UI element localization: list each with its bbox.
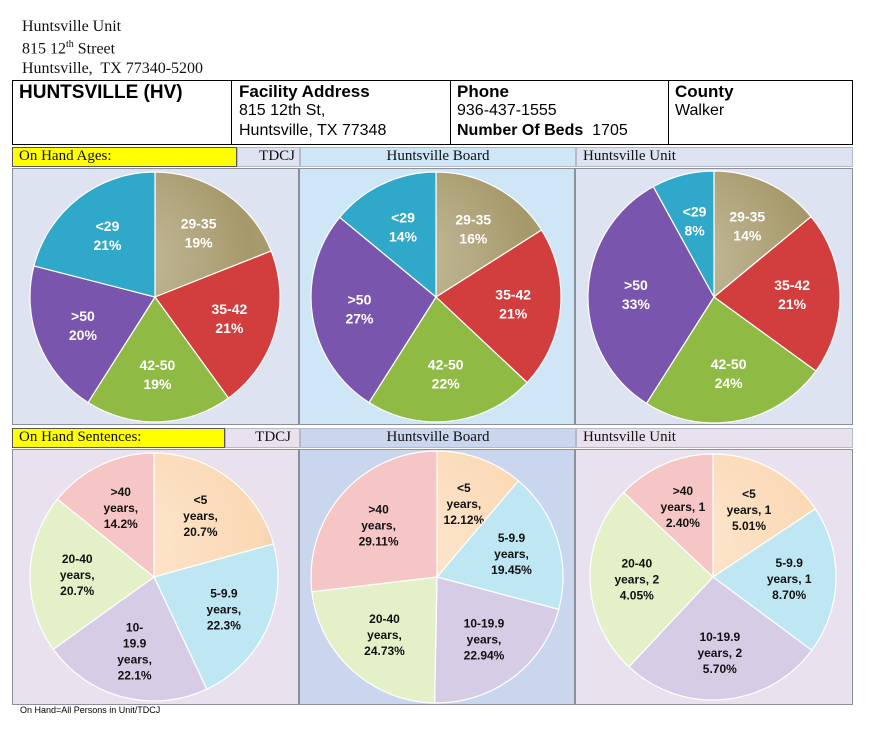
pie-label-20-40: 20-40 years, 2 4.05% xyxy=(614,557,659,603)
pie-label-5-9-9: 5-9.9 years, 1 8.70% xyxy=(767,556,812,602)
pie-label-50: >50 33% xyxy=(622,277,651,312)
sentences-col-unit: Huntsville Unit xyxy=(576,428,853,448)
unit-title: HUNTSVILLE (HV) xyxy=(19,82,183,103)
pie-label-5-9-9: 5-9.9 years, 19.45% xyxy=(491,531,532,577)
pie-slice-35-42 xyxy=(154,250,281,399)
pie-slice-10-19-9 xyxy=(52,576,208,702)
pie-slice-42-50 xyxy=(368,296,528,423)
pie-label-29: <29 8% xyxy=(683,204,707,239)
pie-label-50: >50 27% xyxy=(345,292,374,327)
pie-label-29: <29 21% xyxy=(93,218,122,253)
sentences-pie-tdcj: <5 years, 20.7% 5-9.9 years, 22.3% 10-19.9 year… xyxy=(29,452,279,702)
unit-city-line: Huntsville, TX 77340-5200 xyxy=(22,60,204,77)
ages-col-unit: Huntsville Unit xyxy=(576,147,853,167)
pie-slice-29 xyxy=(652,170,715,298)
ages-panel-unit: 29-35 14% 35-42 21% 42-50 24% >50 33% <29 8% xyxy=(575,168,853,425)
sentences-col-tdcj: TDCJ xyxy=(225,428,300,448)
pie-label-35-42: 35-42 21% xyxy=(211,301,247,336)
pie-slice-42-50 xyxy=(645,296,817,424)
county-label: County xyxy=(675,82,734,101)
beds-label: Number Of Beds xyxy=(457,122,584,139)
pie-slice-40 xyxy=(622,453,714,579)
pie-label-5-9-9: 5-9.9 years, 22.3% xyxy=(207,586,242,632)
pie-slice-29 xyxy=(338,171,437,299)
facility-info-box: HUNTSVILLE (HV) Facility Address 815 12t… xyxy=(12,80,853,145)
phone-value: 936-437-1555 xyxy=(457,102,557,119)
sentences-title: On Hand Sentences: xyxy=(12,428,225,448)
footer-note: On Hand=All Persons in Unit/TDCJ xyxy=(20,705,161,715)
pie-label-5: <5 years, 12.12% xyxy=(444,481,485,527)
pie-slice-20-40 xyxy=(311,576,438,704)
facility-address-line1: 815 12th St, xyxy=(239,102,326,119)
sentences-panel-tdcj: <5 years, 20.7% 5-9.9 years, 22.3% 10-19.9 year… xyxy=(12,449,299,705)
pie-slice-20-40 xyxy=(29,498,155,651)
pie-label-42-50: 42-50 22% xyxy=(428,356,464,391)
ages-col-board: Huntsville Board xyxy=(300,147,576,167)
pie-slice-29 xyxy=(33,171,156,298)
sentences-col-board: Huntsville Board xyxy=(300,428,576,448)
phone-label: Phone xyxy=(457,82,509,101)
sentences-pie-board: <5 years, 12.12%5-9.9 years, 19.45% 10-19.9 ye… xyxy=(310,450,564,704)
pie-slice-50 xyxy=(29,265,156,404)
pie-slice-20-40 xyxy=(589,491,714,668)
beds-row: Number Of Beds 1705 xyxy=(457,122,628,140)
pie-label-40: >40 years, 14.2% xyxy=(103,485,138,531)
pie-slice-50 xyxy=(310,216,437,404)
unit-street: 815 12th Street xyxy=(22,39,116,58)
ages-pie-unit: 29-35 14% 35-42 21% 42-50 24% >50 33% <29 8% xyxy=(587,170,841,424)
pie-label-5: <5 years, 20.7% xyxy=(183,493,218,539)
pie-label-40: >40 years, 1 2.40% xyxy=(661,484,706,530)
pie-label-29-35: 29-35 14% xyxy=(729,209,765,244)
facility-address-label: Facility Address xyxy=(239,82,370,101)
sentences-panel-unit: <5 years, 1 5.01% 5-9.9 years, 1 8.70% 10-19.9… xyxy=(575,449,853,705)
pie-slice-35-42 xyxy=(435,229,562,384)
pie-slice-40 xyxy=(310,450,438,593)
ages-panel-tdcj: 29-35 19% 35-42 21% 42-50 19% >50 20% <29 21% xyxy=(12,168,299,425)
pie-label-10-19-9: 10-19.9 years, 22.94% xyxy=(464,617,505,663)
ages-panel-board: 29-35 16% 35-42 21% 42-50 22% >50 27% <29 14% xyxy=(299,168,575,425)
pie-label-42-50: 42-50 24% xyxy=(711,356,747,391)
ages-pie-tdcj: 29-35 19% 35-42 21% 42-50 19% >50 20% <29 21% xyxy=(29,171,281,423)
pie-label-35-42: 35-42 21% xyxy=(774,277,810,312)
facility-address-line2: Huntsville, TX 77348 xyxy=(239,122,387,139)
pie-label-29-35: 29-35 16% xyxy=(455,212,491,247)
sentences-panel-board: <5 years, 12.12% 5-9.9 years, 19.45% 10-19.9 ye… xyxy=(299,449,575,705)
pie-label-10-19-9: 10-19.9 years, 2 5.70% xyxy=(697,630,742,676)
pie-label-29-35: 29-35 19% xyxy=(181,215,217,250)
beds-value: 1705 xyxy=(592,122,628,139)
pie-slice-42-50 xyxy=(87,295,230,423)
pie-slice-35-42 xyxy=(713,215,841,372)
pie-label-20-40: 20-40 years, 24.73% xyxy=(364,612,405,658)
pie-label-29: <29 14% xyxy=(389,209,418,244)
pie-label-20-40: 20-40 years, 20.7% xyxy=(60,552,95,598)
pie-label-50: >50 20% xyxy=(69,308,98,343)
pie-label-40: >40 years, 29.11% xyxy=(359,502,399,548)
pie-slice-5-9-9 xyxy=(435,480,564,611)
pie-slice-40 xyxy=(56,452,155,579)
ages-col-tdcj: TDCJ xyxy=(237,147,300,167)
pie-slice-5-9-9 xyxy=(153,543,279,690)
pie-label-10-19-9: 10-19.9 years, 22.1% xyxy=(117,621,152,683)
pie-label-35-42: 35-42 21% xyxy=(495,287,531,322)
pie-slice-10-19-9 xyxy=(628,576,813,701)
ages-title: On Hand Ages: xyxy=(12,147,237,167)
pie-slice-5-9-9 xyxy=(711,508,837,652)
ages-pie-board: 29-35 16% 35-42 21% 42-50 22% >50 27% <29 14% xyxy=(310,171,562,423)
pie-label-5: <5 years, 1 5.01% xyxy=(727,487,772,533)
pie-slice-10-19-9 xyxy=(433,576,560,704)
unit-name: Huntsville Unit xyxy=(22,18,122,35)
county-value: Walker xyxy=(675,102,725,119)
sentences-header-row: On Hand Sentences: TDCJ Huntsville Board… xyxy=(12,428,853,448)
sentences-pie-unit: <5 years, 1 5.01% 5-9.9 years, 1 8.70% 10-19.9… xyxy=(589,453,837,701)
ages-header-row: On Hand Ages: TDCJ Huntsville Board Hunt… xyxy=(12,147,853,167)
pie-label-42-50: 42-50 19% xyxy=(139,357,175,392)
